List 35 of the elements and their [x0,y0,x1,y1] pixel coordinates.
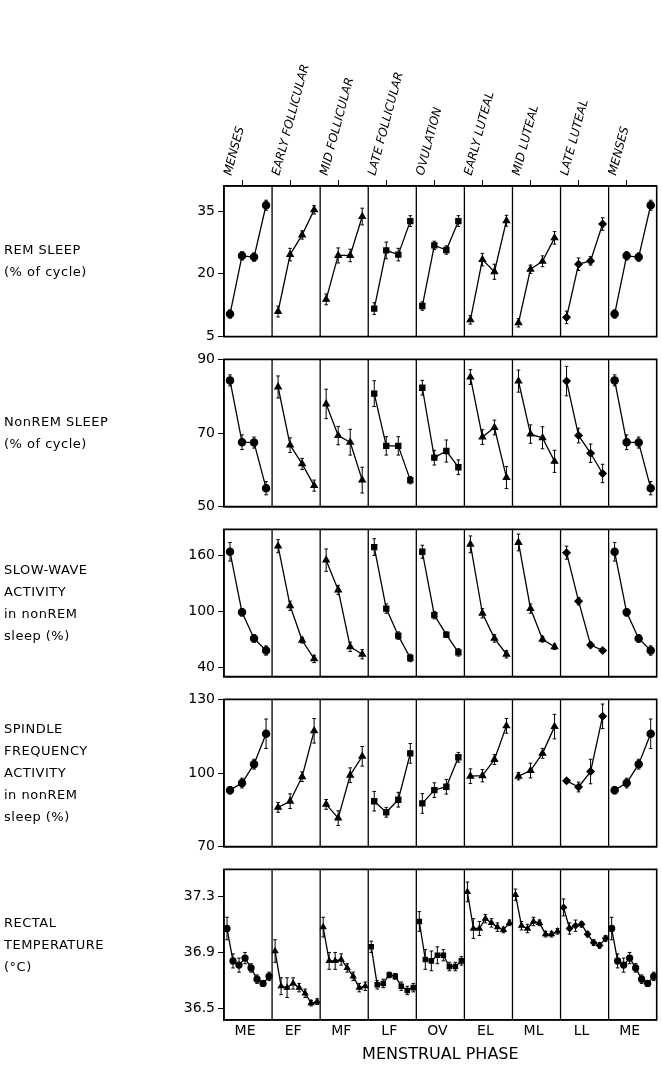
y-tick-label: 130 [188,690,215,707]
y-axis-title: SLOW-WAVE ACTIVITY in nonREM sleep (%) [4,561,89,645]
x-axis-title: MENSTRUAL PHASE [362,1043,519,1063]
x-tick-label: ML [523,1022,544,1039]
x-tick-label: MENSES [220,124,248,177]
y-axis-title: RECTAL TEMPERATURE (°C) [4,913,106,976]
x-tick-label: EF [284,1022,302,1039]
y-axis-title: REM SLEEP (% of cycle) [4,241,88,282]
y-tick-label: 35 [197,201,215,218]
x-tick-label: MID LUTEAL [508,103,542,177]
y-tick-label: 37.3 [183,886,215,903]
y-tick-label: 40 [197,657,215,674]
y-axis-title: SPINDLE FREQUENCY ACTIVITY in nonREM sleep (%) [4,720,89,826]
x-tick-label: ME [234,1022,256,1039]
y-tick-label: 50 [197,497,215,514]
y-tick-label: 160 [188,546,215,563]
x-tick-label: LL [573,1022,590,1039]
x-tick-label: EL [477,1022,494,1039]
x-tick-label: EARLY LUTEAL [460,89,497,177]
y-tick-label: 70 [197,423,215,440]
y-tick-label: 70 [197,837,215,854]
y-tick-label: 20 [197,264,215,281]
x-tick-label: LATE LUTEAL [557,97,591,177]
y-tick-label: 36.9 [183,943,215,960]
x-tick-label: OV [427,1022,448,1039]
y-tick-label: 100 [188,763,215,780]
y-tick-label: 90 [197,350,215,367]
x-tick-label: MENSES [605,124,632,177]
y-tick-label: 100 [188,602,215,619]
y-axis-title: NonREM SLEEP (% of cycle) [4,413,110,453]
x-tick-label: LF [381,1022,398,1039]
x-tick-label: ME [619,1022,641,1039]
x-tick-label: MF [331,1022,352,1039]
y-tick-label: 5 [206,327,215,344]
y-tick-label: 36.5 [183,999,215,1016]
